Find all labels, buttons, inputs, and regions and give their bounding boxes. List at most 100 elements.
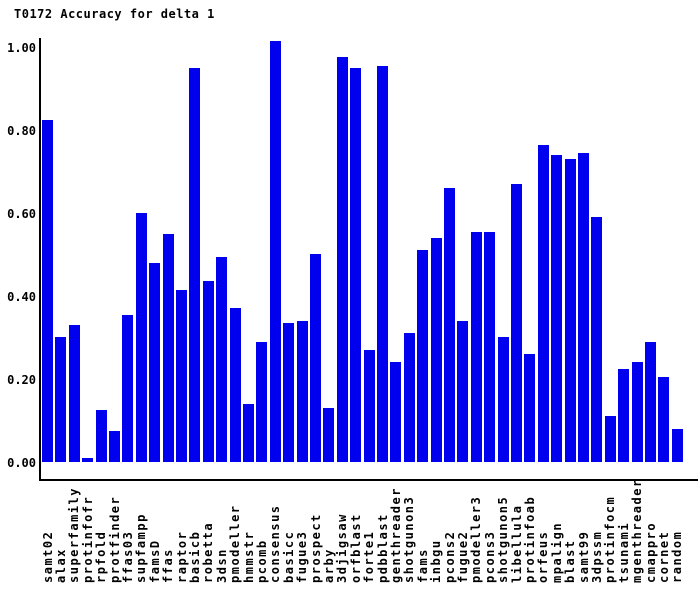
- x-label-protfinder: protfinder: [108, 495, 122, 583]
- bar-pmodeller: [230, 308, 241, 462]
- bar-shotgunon3: [404, 333, 415, 462]
- x-label-pmodeller: pmodeller: [228, 504, 242, 583]
- bar-pmodeller3: [471, 232, 482, 462]
- y-tick-label-0.00: 0.00: [7, 456, 36, 470]
- bar-ffas: [163, 234, 174, 462]
- x-label-3dpssm: 3dpssm: [590, 530, 604, 583]
- bar-mpalign: [551, 155, 562, 462]
- x-label-famsD: famsD: [148, 539, 162, 583]
- x-label-libellula: libellula: [510, 504, 524, 583]
- bar-shotgunon5: [498, 337, 509, 462]
- x-label-supfampp: supfampp: [134, 513, 148, 583]
- bar-genthreader: [390, 362, 401, 462]
- bar-orfblast: [350, 68, 361, 462]
- x-label-inbgu: inbgu: [429, 539, 443, 583]
- bar-pcons3: [484, 232, 495, 462]
- x-label-consensus: consensus: [268, 504, 282, 583]
- bar-rpfold: [96, 410, 107, 462]
- bar-fugue2: [457, 321, 468, 462]
- chart-title: T0172 Accuracy for delta 1: [14, 7, 215, 21]
- x-label-raptor: raptor: [175, 530, 189, 583]
- x-label-shotgunon3: shotgunon3: [402, 495, 416, 583]
- bar-ffas03: [122, 315, 133, 462]
- x-label-orfeus: orfeus: [536, 530, 550, 583]
- x-label-alax: alax: [54, 548, 68, 583]
- bar-mgenthreader: [632, 362, 643, 462]
- bar-hmmstr: [243, 404, 254, 462]
- x-label-arby: arby: [322, 548, 336, 583]
- bar-arby: [323, 408, 334, 462]
- bar-samt02: [42, 120, 53, 462]
- x-label-ffas03: ffas03: [121, 530, 135, 583]
- bar-basicb: [189, 68, 200, 462]
- y-tick-label-1.00: 1.00: [7, 41, 36, 55]
- bar-pcons2: [444, 188, 455, 462]
- bar-pcomb: [256, 342, 267, 462]
- x-label-random: random: [670, 530, 684, 583]
- bar-protinfocm: [605, 416, 616, 462]
- y-axis-line: [39, 38, 41, 481]
- x-label-superfamily: superfamily: [67, 487, 81, 583]
- bar-cmappro: [645, 342, 656, 462]
- y-tick-label-0.80: 0.80: [7, 124, 36, 138]
- bar-libellula: [511, 184, 522, 462]
- bar-tsunami: [618, 369, 629, 462]
- bar-orfeus: [538, 145, 549, 462]
- x-label-3dsn: 3dsn: [215, 548, 229, 583]
- bar-consensus: [270, 41, 281, 462]
- x-label-ffas: ffas: [161, 548, 175, 583]
- x-label-robetta: robetta: [201, 521, 215, 583]
- bar-random: [672, 429, 683, 462]
- x-label-pdbblast: pdbblast: [376, 513, 390, 583]
- y-tick-label-0.60: 0.60: [7, 207, 36, 221]
- x-label-basicb: basicb: [188, 530, 202, 583]
- x-label-tsunami: tsunami: [617, 521, 631, 583]
- bar-protfinder: [109, 431, 120, 462]
- bar-protinfoab: [524, 354, 535, 462]
- bar-supfampp: [136, 213, 147, 462]
- bar-inbgu: [431, 238, 442, 462]
- x-label-prospect: prospect: [309, 513, 323, 583]
- x-label-protinfocm: protinfocm: [603, 495, 617, 583]
- x-label-blast: blast: [563, 539, 577, 583]
- x-label-mgenthreader: mgenthreader: [630, 478, 644, 583]
- bar-basicc: [283, 323, 294, 462]
- x-label-basicc: basicc: [282, 530, 296, 583]
- x-label-3djigsaw: 3djigsaw: [335, 513, 349, 583]
- x-axis-line: [39, 479, 698, 481]
- y-tick-label-0.40: 0.40: [7, 290, 36, 304]
- x-label-protinfoab: protinfoab: [523, 495, 537, 583]
- bar-superfamily: [69, 325, 80, 462]
- bar-raptor: [176, 290, 187, 462]
- x-label-samt02: samt02: [41, 530, 55, 583]
- bar-fugue3: [297, 321, 308, 462]
- x-label-protinfofr: protinfofr: [81, 495, 95, 583]
- bar-alax: [55, 337, 66, 462]
- bar-prospect: [310, 254, 321, 462]
- x-label-mpalign: mpalign: [550, 521, 564, 583]
- bar-3dpssm: [591, 217, 602, 462]
- x-label-pcomb: pcomb: [255, 539, 269, 583]
- x-label-pcons2: pcons2: [443, 530, 457, 583]
- x-label-cornet: cornet: [657, 530, 671, 583]
- x-label-pmodeller3: pmodeller3: [469, 495, 483, 583]
- x-label-fugue2: fugue2: [456, 530, 470, 583]
- bar-pdbblast: [377, 66, 388, 462]
- x-label-fugue3: fugue3: [295, 530, 309, 583]
- x-label-rpfold: rpfold: [94, 530, 108, 583]
- x-label-pcons3: pcons3: [483, 530, 497, 583]
- bar-forte1: [364, 350, 375, 462]
- bar-cornet: [658, 377, 669, 462]
- x-label-cmappro: cmappro: [644, 521, 658, 583]
- bar-famsD: [149, 263, 160, 462]
- y-tick-label-0.20: 0.20: [7, 373, 36, 387]
- x-label-shotgunon5: shotgunon5: [496, 495, 510, 583]
- bar-3dsn: [216, 257, 227, 462]
- x-label-orfblast: orfblast: [349, 513, 363, 583]
- x-label-forte1: forte1: [362, 530, 376, 583]
- bar-blast: [565, 159, 576, 462]
- x-label-hmmstr: hmmstr: [242, 530, 256, 583]
- bar-robetta: [203, 281, 214, 462]
- x-label-samt99: samt99: [577, 530, 591, 583]
